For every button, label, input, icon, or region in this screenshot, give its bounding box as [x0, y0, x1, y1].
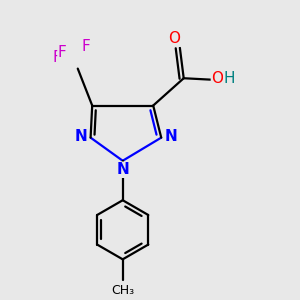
Text: N: N [164, 129, 177, 144]
Text: N: N [116, 162, 129, 177]
Text: H: H [224, 71, 236, 86]
Text: N: N [75, 129, 87, 144]
Text: O: O [212, 71, 224, 86]
Text: F: F [52, 50, 61, 65]
Text: F: F [81, 39, 90, 54]
Text: O: O [168, 31, 180, 46]
Text: F: F [58, 45, 67, 60]
Text: CH₃: CH₃ [111, 284, 134, 297]
